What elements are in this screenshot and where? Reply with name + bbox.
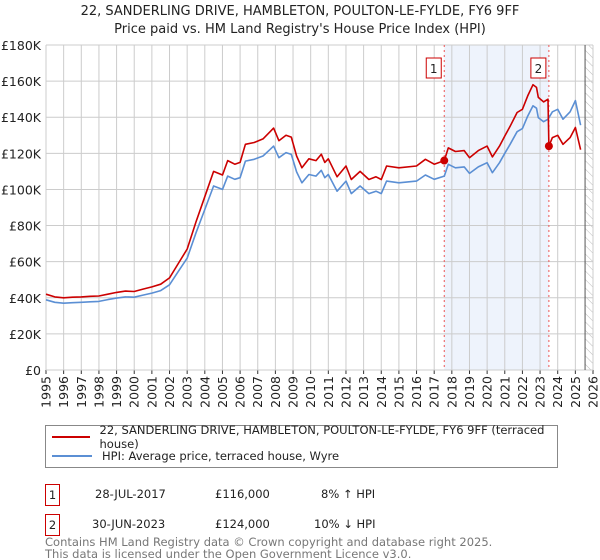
x-tick-label: 2021 <box>497 376 512 408</box>
legend-swatch-property <box>52 436 90 438</box>
y-tick-label: £160K <box>1 74 42 89</box>
legend-label-property: 22, SANDERLING DRIVE, HAMBLETON, POULTON… <box>99 423 545 451</box>
sale-hpi-diff: 8% ↑ HPI <box>321 487 376 501</box>
sale-price: £116,000 <box>215 487 270 501</box>
footer-copyright: Contains HM Land Registry data © Crown c… <box>45 535 493 549</box>
x-tick-label: 2009 <box>286 376 301 408</box>
x-tick-label: 2020 <box>480 376 495 408</box>
x-tick-label: 2014 <box>374 376 389 408</box>
x-tick-label: 2024 <box>550 376 565 408</box>
sale-period-band <box>444 45 549 370</box>
y-tick-label: £0 <box>25 363 41 378</box>
x-tick-label: 2007 <box>250 376 265 408</box>
x-tick-label: 2012 <box>338 376 353 408</box>
y-tick-label: £120K <box>1 146 42 161</box>
x-tick-label: 2010 <box>303 376 318 408</box>
legend-item-property: 22, SANDERLING DRIVE, HAMBLETON, POULTON… <box>52 423 557 451</box>
legend-swatch-hpi <box>52 455 92 457</box>
price-chart: 1995 1996 1997 1998 1999 2000 2001 2002 2003 2004… <box>1 38 600 408</box>
x-tick-label: 2013 <box>356 376 371 408</box>
x-tick-label: 2017 <box>427 376 442 408</box>
x-tick-label: 2011 <box>321 376 336 408</box>
x-tick-label: 2002 <box>162 376 177 408</box>
sale-label-1: 1 <box>430 62 438 76</box>
x-tick-label: 2025 <box>568 376 583 408</box>
x-tick-label: 1997 <box>74 376 89 408</box>
sale-label-2: 2 <box>535 62 543 76</box>
sale-row-1: 1 28-JUL-2017 £116,000 8% ↑ HPI <box>45 484 445 508</box>
chart-title: 22, SANDERLING DRIVE, HAMBLETON, POULTON… <box>80 4 520 19</box>
x-tick-label: 2016 <box>409 376 424 408</box>
sale-point-1 <box>440 156 449 165</box>
sale-label-box-1 <box>425 57 442 79</box>
property-price-line <box>45 83 582 299</box>
sale-hpi-diff: 10% ↓ HPI <box>314 517 376 531</box>
sale-price: £124,000 <box>215 517 270 531</box>
legend-item-hpi: HPI: Average price, terraced house, Wyre <box>52 447 339 465</box>
legend: 22, SANDERLING DRIVE, HAMBLETON, POULTON… <box>45 423 558 468</box>
x-tick-label: 2004 <box>197 376 212 408</box>
x-tick-label: 1999 <box>109 376 124 408</box>
sale-badge: 2 <box>45 514 60 536</box>
x-tick-label: 2026 <box>586 376 600 408</box>
sale-badge: 1 <box>45 484 60 506</box>
sale-date: 28-JUL-2017 <box>95 487 166 501</box>
footer-licence: This data is licensed under the Open Gov… <box>45 547 412 560</box>
x-tick-label: 2015 <box>391 376 406 408</box>
sale-row-2: 2 30-JUN-2023 £124,000 10% ↓ HPI <box>45 514 445 538</box>
y-tick-label: £80K <box>9 219 42 234</box>
hpi-line <box>45 99 582 304</box>
x-tick-label: 1998 <box>91 376 106 408</box>
x-tick-label: 2005 <box>215 376 230 408</box>
projection-hatch <box>585 45 593 370</box>
x-tick-label: 2023 <box>533 376 548 408</box>
x-tick-label: 2001 <box>144 376 159 408</box>
y-tick-label: £180K <box>1 38 42 53</box>
x-tick-label: 2000 <box>127 376 142 408</box>
y-tick-label: £140K <box>1 110 42 125</box>
legend-label-hpi: HPI: Average price, terraced house, Wyre <box>102 449 340 463</box>
x-tick-label: 1995 <box>39 376 54 408</box>
sale-point-2 <box>544 142 553 151</box>
x-tick-label: 1996 <box>56 376 71 408</box>
y-tick-label: £20K <box>9 327 42 342</box>
x-tick-label: 2019 <box>462 376 477 408</box>
y-tick-label: £100K <box>1 182 42 197</box>
x-tick-label: 2008 <box>268 376 283 408</box>
x-tick-label: 2003 <box>180 376 195 408</box>
x-tick-label: 2022 <box>515 376 530 408</box>
y-tick-label: £60K <box>9 255 42 270</box>
x-tick-label: 2018 <box>444 376 459 408</box>
sale-label-box-2 <box>530 57 547 79</box>
sale-date: 30-JUN-2023 <box>92 517 166 531</box>
chart-subtitle: Price paid vs. HM Land Registry's House … <box>114 22 486 37</box>
y-tick-label: £40K <box>9 291 42 306</box>
x-tick-label: 2006 <box>233 376 248 408</box>
